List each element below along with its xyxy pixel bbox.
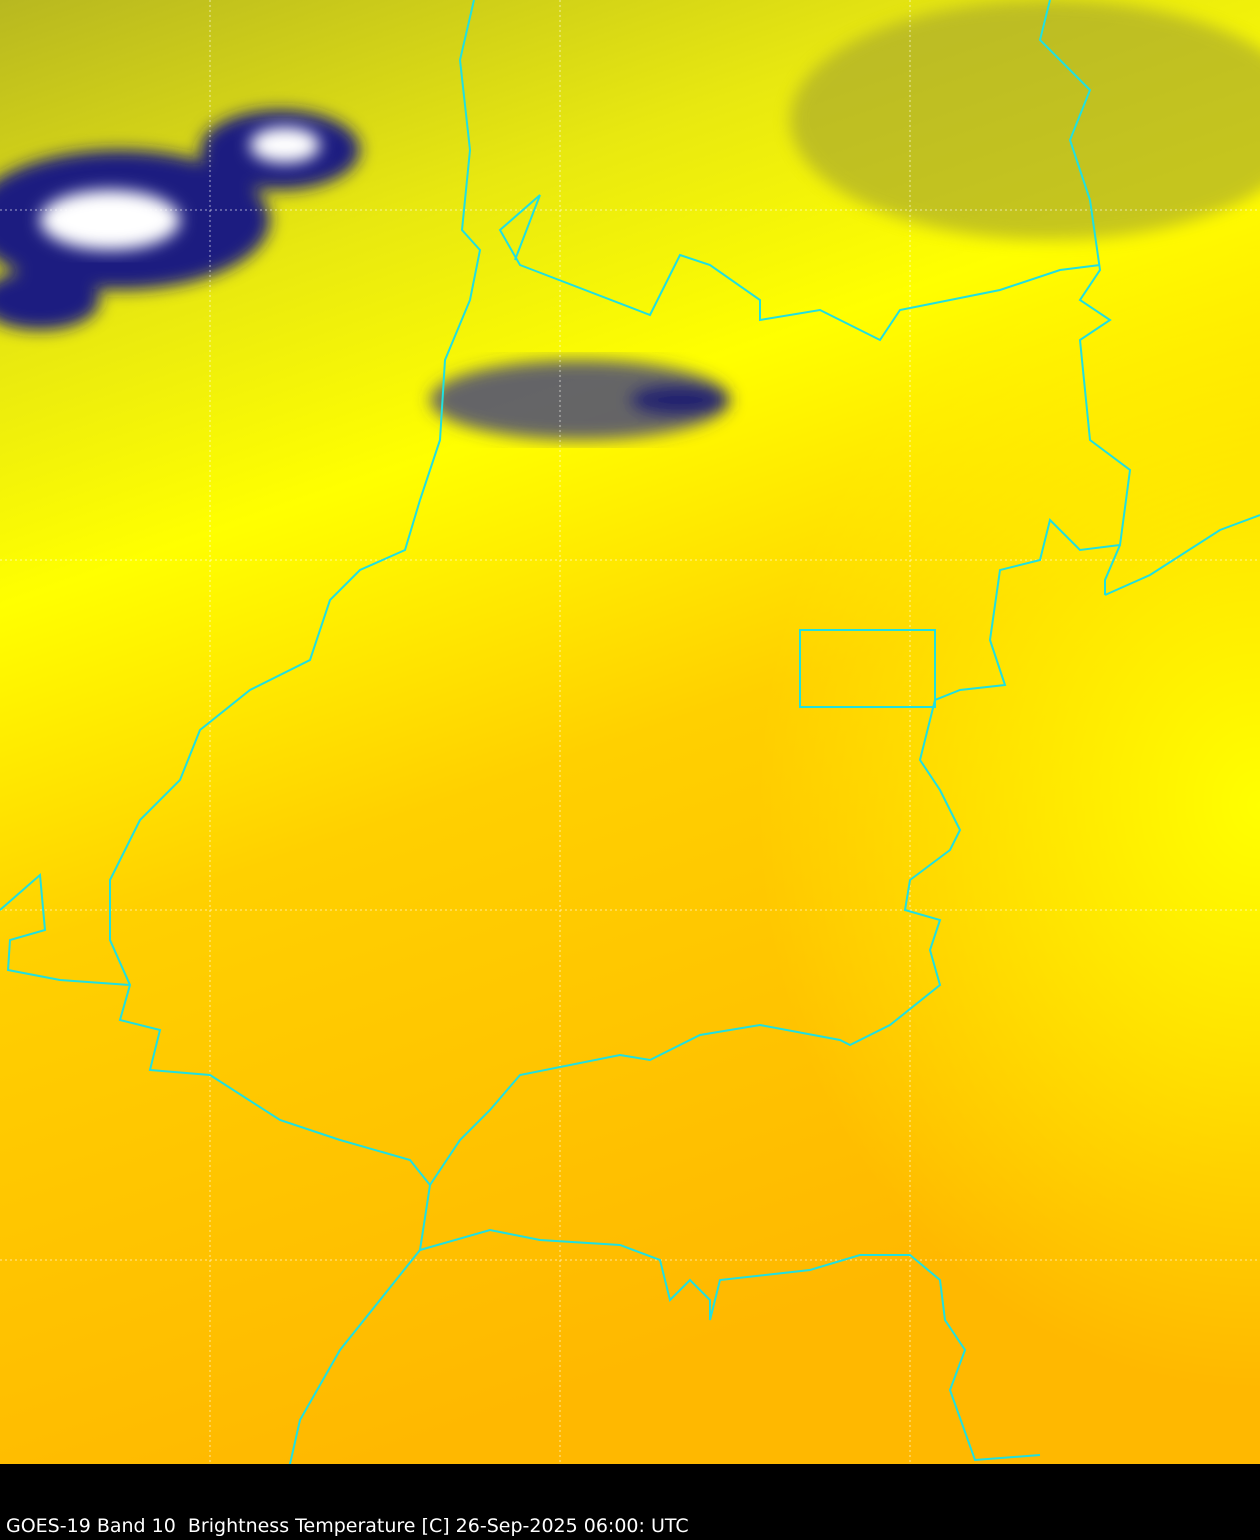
image-caption: GOES-19 Band 10 Brightness Temperature [… bbox=[6, 1515, 689, 1537]
coldest-cloud-tops bbox=[40, 127, 320, 250]
satellite-image bbox=[0, 0, 1260, 1464]
cloud-band-central bbox=[430, 360, 730, 440]
borders bbox=[0, 0, 1260, 1464]
gridlines bbox=[0, 0, 1260, 1464]
grey-cloud-ne bbox=[790, 0, 1260, 240]
